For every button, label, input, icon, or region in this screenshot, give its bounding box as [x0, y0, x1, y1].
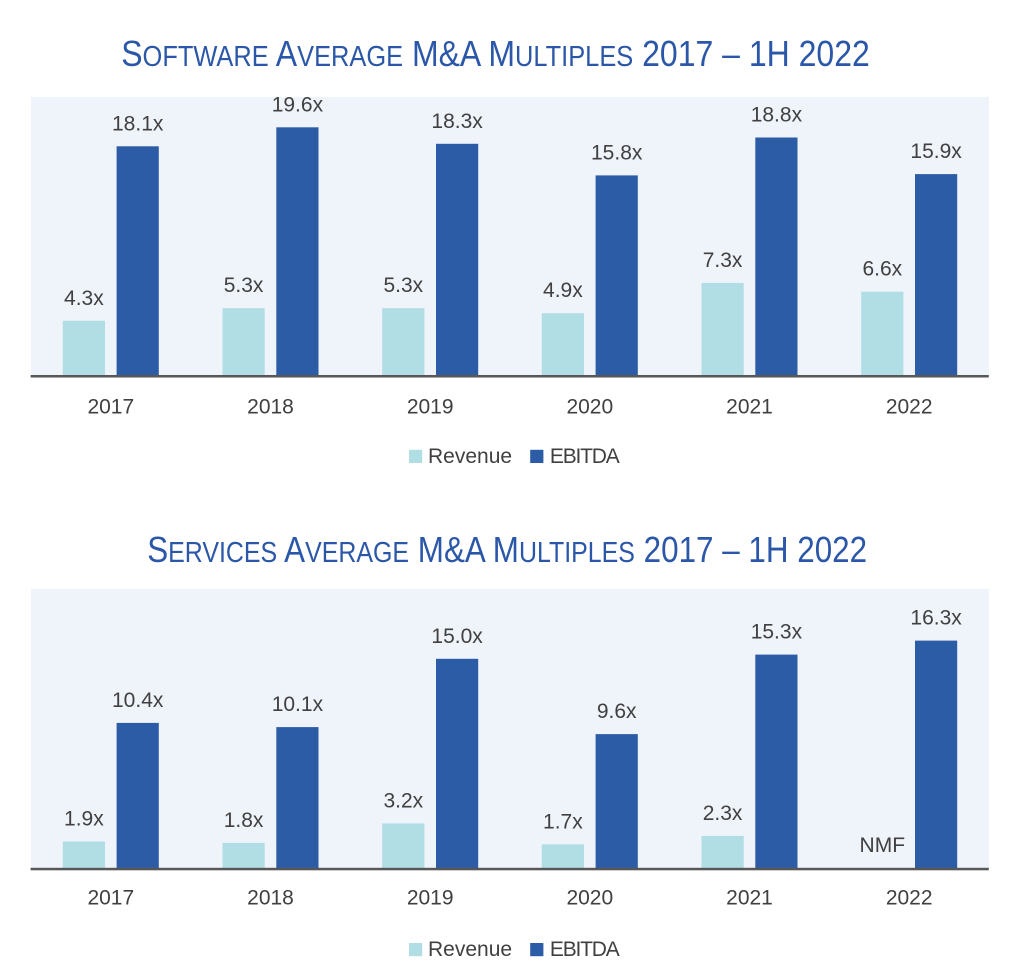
- svg-text:2017: 2017: [87, 396, 134, 419]
- svg-text:Revenue: Revenue: [428, 445, 512, 468]
- svg-text:2022: 2022: [886, 886, 933, 909]
- svg-text:4.9x: 4.9x: [543, 279, 583, 302]
- svg-text:18.8x: 18.8x: [751, 104, 803, 127]
- svg-text:1.7x: 1.7x: [543, 810, 583, 833]
- svg-text:15.9x: 15.9x: [910, 140, 962, 163]
- svg-text:18.1x: 18.1x: [112, 112, 164, 135]
- svg-text:16.3x: 16.3x: [910, 607, 962, 630]
- svg-text:4.3x: 4.3x: [64, 287, 104, 310]
- svg-text:5.3x: 5.3x: [224, 274, 264, 297]
- svg-text:3.2x: 3.2x: [383, 789, 423, 812]
- svg-text:NMF: NMF: [860, 834, 906, 857]
- svg-text:2018: 2018: [247, 886, 294, 909]
- svg-text:1.8x: 1.8x: [224, 809, 264, 832]
- svg-text:SERVICES AVERAGE M&A MULTIPLES: SERVICES AVERAGE M&A MULTIPLES 2017 – 1H…: [147, 530, 867, 570]
- svg-text:2019: 2019: [407, 886, 454, 909]
- svg-text:2020: 2020: [566, 886, 613, 909]
- svg-text:2021: 2021: [726, 886, 773, 909]
- svg-text:2.3x: 2.3x: [703, 802, 743, 825]
- svg-text:2020: 2020: [566, 396, 613, 419]
- svg-text:10.1x: 10.1x: [272, 693, 324, 716]
- svg-text:9.6x: 9.6x: [597, 700, 637, 723]
- svg-text:2018: 2018: [247, 396, 294, 419]
- svg-text:18.3x: 18.3x: [431, 110, 483, 133]
- svg-text:SOFTWARE AVERAGE M&A MULTIPLES: SOFTWARE AVERAGE M&A MULTIPLES 2017 – 1H…: [121, 34, 870, 74]
- svg-text:15.0x: 15.0x: [431, 625, 483, 648]
- svg-text:1.9x: 1.9x: [64, 808, 104, 831]
- svg-text:19.6x: 19.6x: [272, 93, 324, 116]
- svg-text:EBITDA: EBITDA: [550, 445, 620, 468]
- svg-text:2021: 2021: [726, 396, 773, 419]
- svg-text:15.8x: 15.8x: [591, 141, 643, 164]
- svg-text:10.4x: 10.4x: [112, 689, 164, 712]
- svg-text:EBITDA: EBITDA: [550, 938, 620, 961]
- svg-text:Revenue: Revenue: [428, 938, 512, 961]
- svg-text:7.3x: 7.3x: [703, 249, 743, 272]
- svg-text:2022: 2022: [886, 396, 933, 419]
- svg-text:15.3x: 15.3x: [751, 621, 803, 644]
- svg-text:2017: 2017: [87, 886, 134, 909]
- svg-text:6.6x: 6.6x: [862, 258, 902, 281]
- svg-text:2019: 2019: [407, 396, 454, 419]
- svg-text:5.3x: 5.3x: [383, 274, 423, 297]
